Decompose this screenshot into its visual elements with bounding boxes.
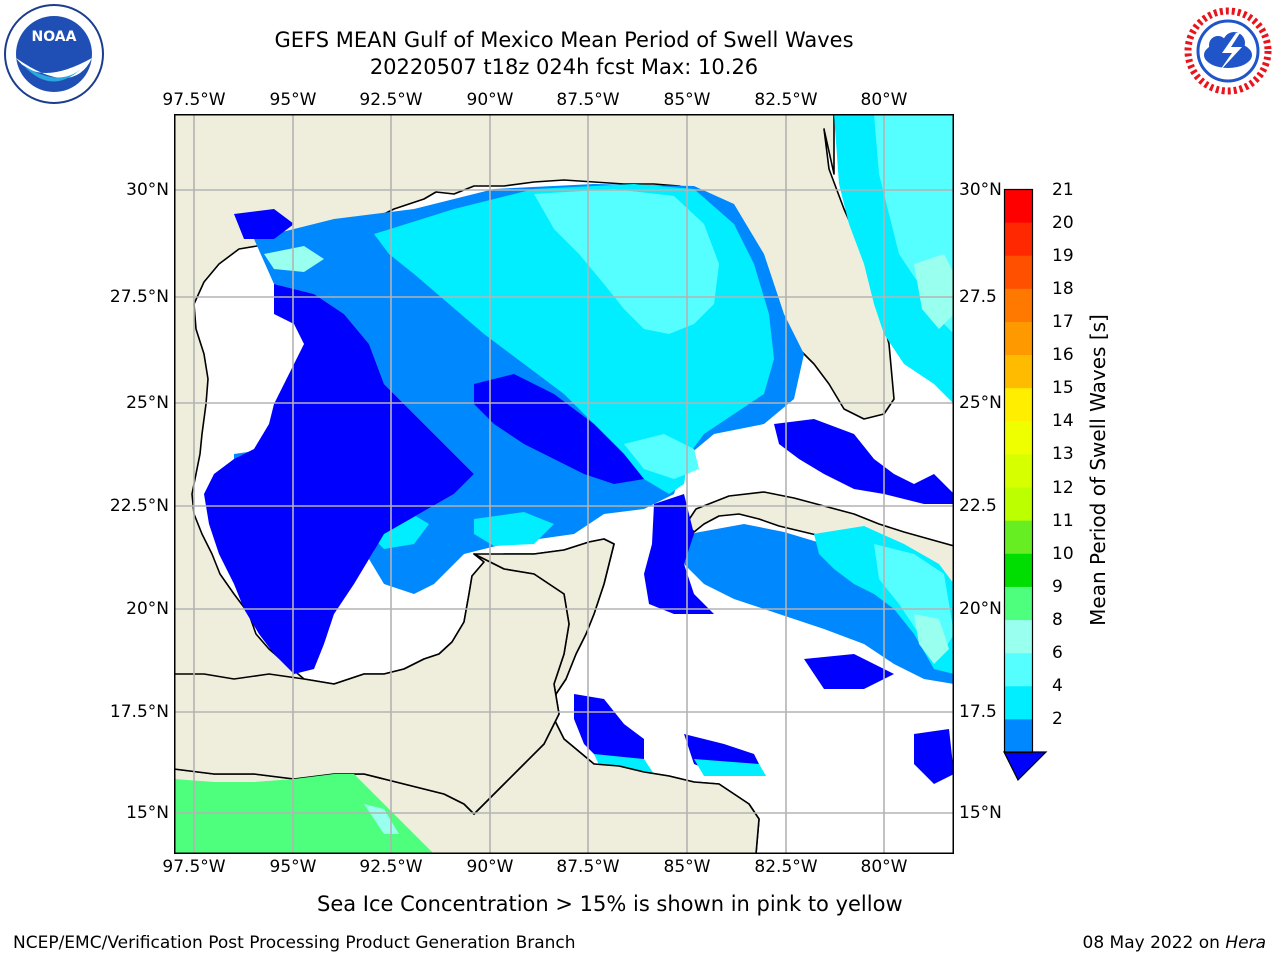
colorbar-bin [1004,520,1033,555]
colorbar-tick-label: 20 [1052,212,1074,233]
colorbar-frame [1003,188,1034,754]
lat-label: 30°N [126,180,169,200]
colorbar-bin [1004,487,1033,522]
colorbar-bin [1004,288,1033,323]
lon-label: 97.5°W [162,90,226,110]
colorbar-label: Mean Period of Swell Waves [s] [1086,314,1110,626]
lat-label: 30°N [959,180,1002,200]
colorbar-bin [1004,586,1033,621]
colorbar-bin [1004,620,1033,654]
lon-label: 85°W [663,90,711,110]
colorbar-tick-label: 10 [1052,543,1074,564]
swell-bin-8-9 [914,254,954,329]
map-subtitle: 20220507 t18z 024h fcst Max: 10.26 [369,55,759,79]
footer-date: 08 May 2022 on Hera [1083,933,1267,953]
colorbar-tick-label: 13 [1052,444,1074,465]
colorbar-bin [1004,719,1033,753]
nws-logo [1178,3,1278,103]
lon-label: 92.5°W [359,857,423,877]
colorbar-bin [1004,686,1033,720]
lon-label: 92.5°W [359,90,423,110]
footer-credit: NCEP/EMC/Verification Post Processing Pr… [13,933,576,953]
sea-ice-note: Sea Ice Concentration > 15% is shown in … [317,892,903,916]
colorbar-tick-label: 9 [1052,576,1063,597]
lon-label: 90°W [466,857,514,877]
footer-host: Hera [1225,933,1266,953]
colorbar-tick-label: 11 [1052,510,1074,531]
lon-label: 85°W [663,857,711,877]
colorbar-bin [1004,255,1033,290]
colorbar-tick-label: 21 [1052,179,1074,200]
colorbar-extend-triangle [1003,751,1048,782]
lat-label: 22.5°N [109,496,169,516]
colorbar-tick-label: 15 [1052,378,1074,399]
colorbar-tick-label: 8 [1052,610,1063,630]
lat-label: 20°N [959,599,1002,619]
colorbar-tick-label: 14 [1052,411,1074,432]
footer-date-text: 08 May 2022 on [1082,933,1226,953]
colorbar-bin [1004,189,1033,224]
lon-label: 87.5°W [556,857,620,877]
noaa-logo: NOAA [3,3,105,109]
colorbar [1003,188,1048,782]
colorbar-bin [1004,553,1033,588]
lon-label: 95°W [269,857,317,877]
map-title: GEFS MEAN Gulf of Mexico Mean Period of … [274,28,854,52]
colorbar-bin [1004,321,1033,356]
lon-label: 80°W [860,857,908,877]
colorbar-tick-label: 18 [1052,278,1074,299]
lon-label: 87.5°W [556,90,620,110]
colorbar-tick-label: 6 [1052,643,1063,664]
mexico-south-land [174,553,570,815]
lat-label: 25°N [126,393,169,413]
map-gridlines [174,114,954,854]
colorbar-bin [1004,454,1033,489]
colorbar-tick-label: 4 [1052,676,1063,697]
lat-label: 15°N [126,803,169,823]
map-frame [174,114,954,854]
colorbar-bin [1004,355,1033,389]
colorbar-tick-label: 12 [1052,477,1074,498]
swell-bin-below-2 [204,284,474,674]
lon-label: 90°W [466,90,514,110]
lat-label: 15°N [959,803,1002,823]
lon-label: 80°W [860,90,908,110]
lon-label: 95°W [269,90,317,110]
lat-label: 17.5°N [109,702,169,722]
colorbar-tick-label: 17 [1052,312,1074,332]
lat-label: 27.5 [959,287,997,307]
noaa-logo-text: NOAA [32,29,77,45]
lat-label: 20°N [126,599,169,619]
colorbar-tick-label: 16 [1052,345,1074,366]
pacific-swell-area [174,774,434,854]
gulf-of-mexico-map [174,114,954,854]
colorbar-tick-label: 2 [1052,709,1063,730]
lon-label: 97.5°W [162,857,226,877]
colorbar-bin [1004,222,1033,257]
lat-label: 17.5 [959,702,997,722]
lat-label: 27.5°N [109,287,169,307]
lon-label: 82.5°W [754,857,818,877]
lon-label: 82.5°W [754,90,818,110]
colorbar-tick-label: 19 [1052,245,1074,266]
colorbar-bin [1004,388,1033,422]
lat-label: 25°N [959,393,1002,413]
colorbar-bin [1004,653,1033,687]
colorbar-bin [1004,421,1033,455]
lat-label: 22.5 [959,496,997,516]
